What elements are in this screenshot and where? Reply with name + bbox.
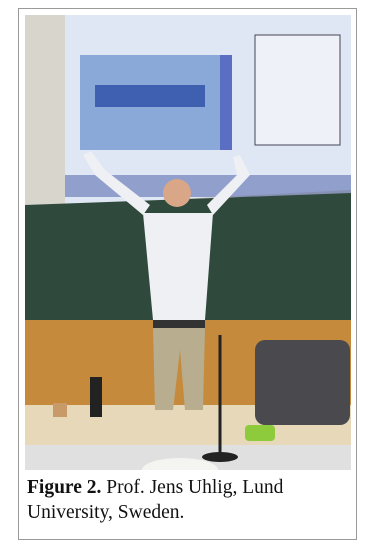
person-head <box>163 179 191 207</box>
slide-plot-band <box>95 85 205 107</box>
figure-label: Figure 2. <box>27 477 101 498</box>
mic-base <box>202 452 238 462</box>
chair <box>255 340 350 425</box>
person-belt <box>153 320 205 328</box>
slide-colorbar <box>220 55 232 150</box>
wall <box>25 15 65 205</box>
photo <box>25 15 351 470</box>
cup <box>53 403 67 417</box>
slide-plot <box>255 35 340 145</box>
bottle <box>90 377 102 417</box>
page: {"figure": {"label": "Figure 2.", "capti… <box>0 0 371 547</box>
person-shirt <box>143 213 213 320</box>
bag <box>245 425 275 441</box>
caption: Figure 2. Prof. Jens Uhlig, Lund Univers… <box>27 475 352 525</box>
figure-frame: Figure 2. Prof. Jens Uhlig, Lund Univers… <box>18 8 357 540</box>
